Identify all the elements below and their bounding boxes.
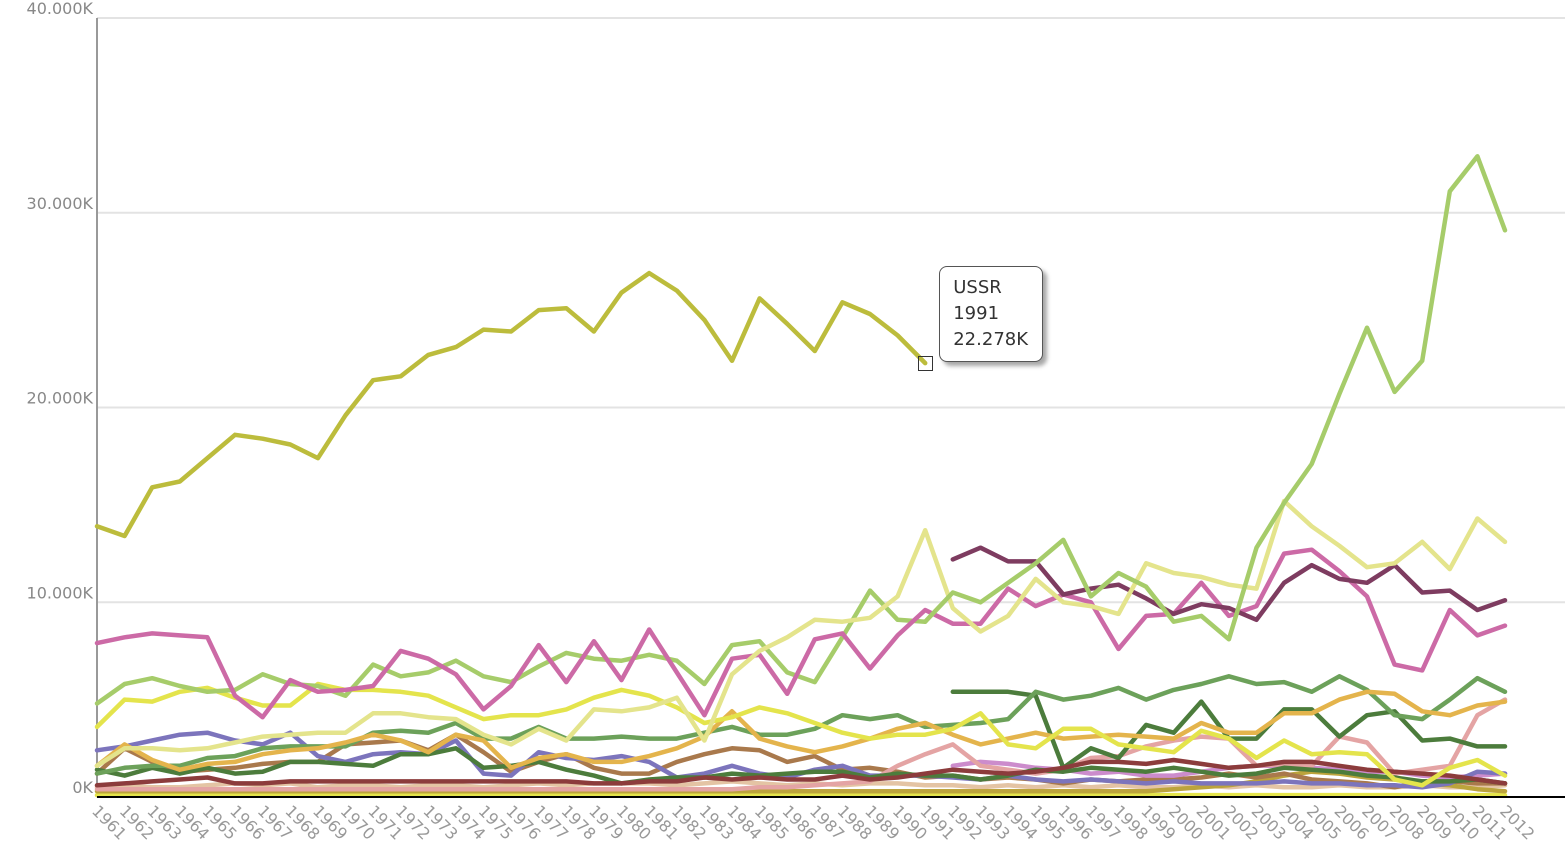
tooltip: USSR 1991 22.278K	[939, 266, 1044, 363]
series-line[interactable]	[94, 689, 1508, 772]
series-lines	[94, 154, 1508, 798]
series-line[interactable]	[94, 498, 1508, 769]
series-line-ussr[interactable]	[94, 270, 928, 539]
y-axis-ticks: 0K 10.000K 20.000K 30.000K 40.000K	[27, 0, 94, 797]
series-line[interactable]	[950, 545, 1508, 623]
tooltip-year: 1991	[953, 303, 1000, 325]
series-line[interactable]	[94, 681, 1508, 788]
y-tick-label: 20.000K	[27, 389, 94, 408]
series-line[interactable]	[950, 689, 1508, 771]
series-line[interactable]	[94, 757, 1508, 788]
tooltip-value: 22.278K	[953, 329, 1029, 351]
series-line[interactable]	[94, 547, 1508, 720]
y-tick-label: 10.000K	[27, 583, 94, 602]
series-line[interactable]	[94, 732, 1508, 790]
x-axis-ticks: 1961196219631964196519661967196819691970…	[88, 801, 1538, 843]
grid-lines	[97, 17, 1565, 604]
tooltip-series-name: USSR	[953, 277, 1002, 299]
series-line[interactable]	[94, 746, 1508, 786]
y-tick-label: 40.000K	[27, 0, 94, 18]
series-line[interactable]	[922, 154, 1508, 642]
y-tick-label: 30.000K	[27, 194, 94, 213]
hover-marker	[918, 356, 934, 372]
y-tick-label: 0K	[72, 778, 93, 797]
